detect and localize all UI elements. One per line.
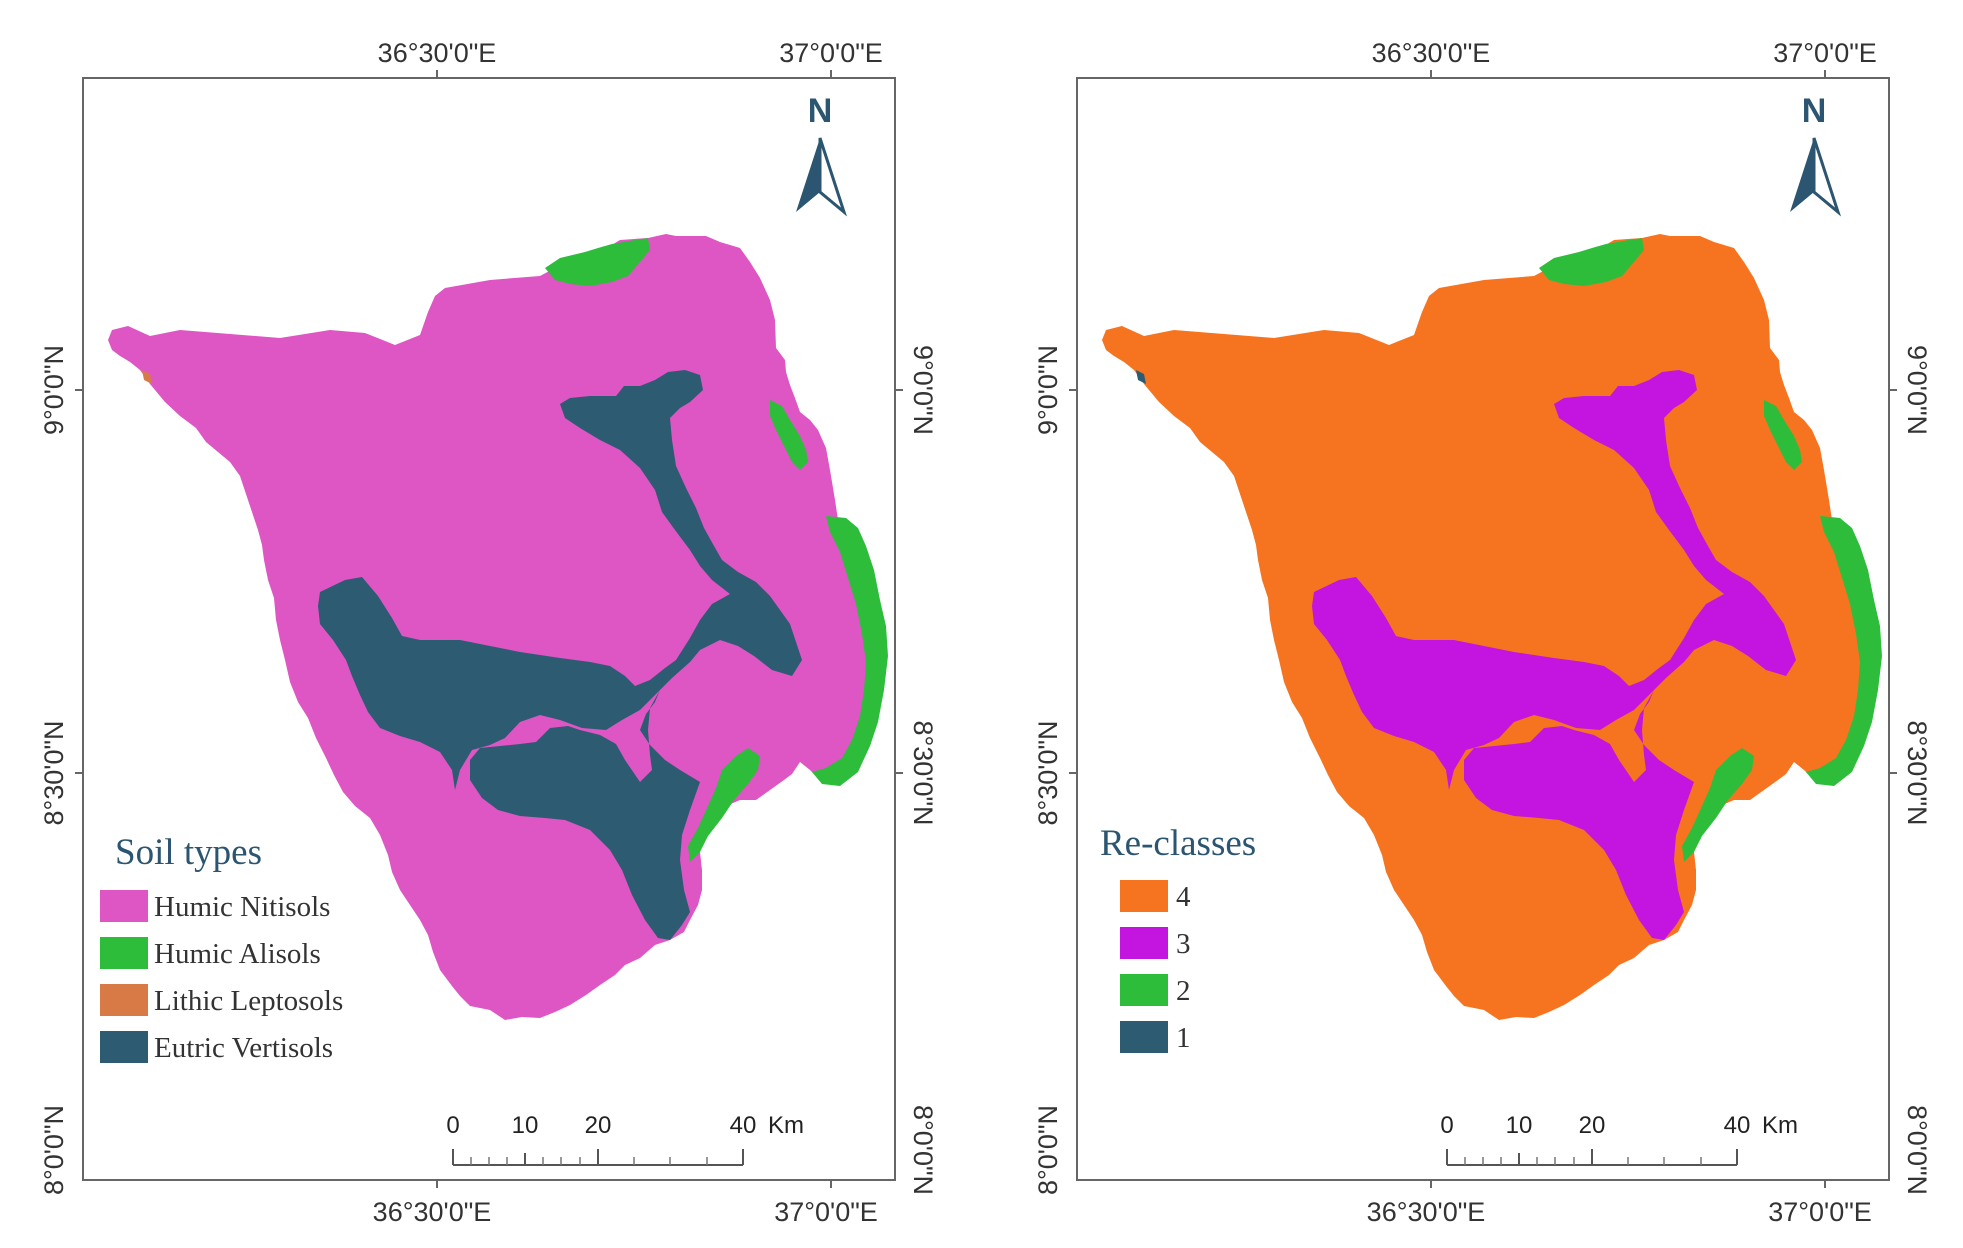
svg-text:N: N — [1802, 92, 1827, 130]
svg-text:Km: Km — [1762, 1112, 1798, 1139]
legend-swatch — [100, 937, 148, 969]
lat-label-right-2: 8°30'0"N — [908, 720, 938, 825]
svg-text:0: 0 — [446, 1112, 459, 1139]
svg-text:Km: Km — [768, 1112, 804, 1139]
tick-marks — [75, 70, 903, 1188]
legend-swatch — [1120, 880, 1168, 912]
lat-label-left-3: 8°0'0"N — [39, 1105, 69, 1195]
svg-text:40: 40 — [730, 1112, 757, 1139]
lon-label-top-2: 37°0'0"E — [1773, 38, 1877, 68]
legend-label: 2 — [1176, 975, 1191, 1007]
lat-label-right-1: 9°0'0"N — [908, 345, 938, 435]
lat-label-left-3: 8°0'0"N — [1033, 1105, 1063, 1195]
legend: Re-classes 4 3 2 1 — [1100, 823, 1256, 1054]
lon-label-top-1: 36°30'0"E — [378, 38, 497, 68]
legend-swatch — [100, 1031, 148, 1063]
legend-label: Humic Alisols — [154, 938, 321, 970]
legend-label: 1 — [1176, 1022, 1191, 1054]
lat-label-left-2: 8°30'0"N — [39, 720, 69, 825]
lat-label-right-2: 8°30'0"N — [1902, 720, 1932, 825]
legend-label: 4 — [1176, 881, 1191, 913]
lon-label-top-1: 36°30'0"E — [1372, 38, 1491, 68]
lat-label-left-1: 9°0'0"N — [1033, 345, 1063, 435]
legend-swatch — [1120, 974, 1168, 1006]
legend-title: Re-classes — [1100, 823, 1256, 864]
north-arrow-icon: N — [794, 92, 846, 214]
svg-text:0: 0 — [1440, 1112, 1453, 1139]
map-panel-re-classes: 36°30'0"E 37°0'0"E 36°30'0"E 37°0'0"E 9°… — [1033, 38, 1932, 1227]
svg-text:N: N — [808, 92, 833, 130]
tick-marks — [1069, 70, 1897, 1188]
lon-label-bottom-2: 37°0'0"E — [1768, 1197, 1872, 1227]
lat-label-left-1: 9°0'0"N — [39, 345, 69, 435]
north-arrow-icon: N — [1788, 92, 1840, 214]
scale-bar: 0 10 20 40 Km — [446, 1112, 804, 1166]
legend-label: 3 — [1176, 928, 1191, 960]
lat-label-right-3: 8°0'0"N — [1902, 1105, 1932, 1195]
lat-label-left-2: 8°30'0"N — [1033, 720, 1063, 825]
lat-label-right-1: 9°0'0"N — [1902, 345, 1932, 435]
legend-label: Lithic Leptosols — [154, 985, 343, 1017]
legend-swatch — [1120, 927, 1168, 959]
legend-swatch — [1120, 1021, 1168, 1053]
lon-label-top-2: 37°0'0"E — [779, 38, 883, 68]
legend-label: Eutric Vertisols — [154, 1032, 333, 1064]
lon-label-bottom-2: 37°0'0"E — [774, 1197, 878, 1227]
map-panel-soil-types: 36°30'0"E 37°0'0"E 36°30'0"E 37°0'0"E 9°… — [39, 38, 938, 1227]
legend-swatch — [100, 984, 148, 1016]
svg-text:20: 20 — [1579, 1112, 1606, 1139]
svg-text:40: 40 — [1724, 1112, 1751, 1139]
lat-label-right-3: 8°0'0"N — [908, 1105, 938, 1195]
legend-label: Humic Nitisols — [154, 891, 330, 923]
svg-text:20: 20 — [585, 1112, 612, 1139]
legend-title: Soil types — [115, 832, 262, 873]
scale-bar: 0 10 20 40 Km — [1440, 1112, 1798, 1166]
legend: Soil types Humic Nitisols Humic Alisols … — [100, 832, 343, 1064]
legend-swatch — [100, 890, 148, 922]
lon-label-bottom-1: 36°30'0"E — [1367, 1197, 1486, 1227]
svg-text:10: 10 — [1506, 1112, 1533, 1139]
lon-label-bottom-1: 36°30'0"E — [373, 1197, 492, 1227]
svg-text:10: 10 — [512, 1112, 539, 1139]
